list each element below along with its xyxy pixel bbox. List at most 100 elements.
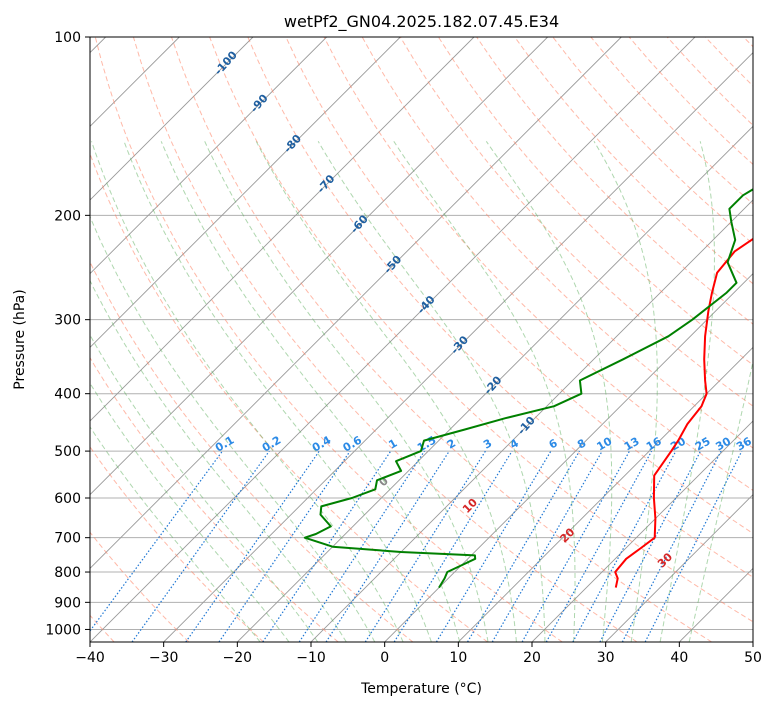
- y-tick-label: 800: [54, 565, 81, 581]
- moist-adiabat-line: [91, 141, 404, 642]
- isotherm-label: -50: [381, 253, 404, 277]
- chart-title: wetPf2_GN04.2025.182.07.45.E34: [284, 12, 559, 32]
- isotherm-line: [90, 37, 622, 569]
- dry-adiabat-line: [437, 37, 753, 366]
- mixing-ratio-label: 36: [734, 434, 754, 453]
- dry-adiabat-line: [94, 37, 563, 642]
- dry-adiabat-line: [90, 446, 264, 642]
- x-tick-label: −10: [296, 650, 326, 666]
- moist-adiabat-line: [393, 141, 576, 642]
- mixing-ratio-line: [131, 450, 270, 642]
- isotherm-label: -10: [515, 414, 538, 438]
- profile-lines: [303, 188, 753, 589]
- dry-adiabat-line: [666, 37, 753, 126]
- mixing-ratio-label: 6: [547, 436, 560, 451]
- x-tick-label: 50: [744, 650, 762, 666]
- isotherm-line: [384, 273, 753, 642]
- moist-adiabat-line: [688, 359, 753, 642]
- y-tick-label: 700: [54, 531, 81, 547]
- x-tick-label: −30: [149, 650, 179, 666]
- mixing-ratio-line: [572, 450, 677, 642]
- line-labels: 0.1 0.2 0.4 0.6 1 1.5 2 3 4 6 8 10 13 16 20 25 30 36-100-…: [212, 48, 775, 602]
- isotherm-line: [90, 37, 254, 201]
- y-tick-label: 500: [54, 444, 81, 460]
- background-lines: [90, 37, 753, 642]
- isotherm-line: [531, 420, 753, 642]
- isotherm-label: -70: [315, 172, 338, 196]
- isotherm-line: [163, 52, 753, 642]
- isotherm-line: [679, 567, 753, 642]
- dewpoint-profile-line: [303, 188, 753, 589]
- dry-adiabat-line: [90, 531, 190, 642]
- moist-adiabat-line: [593, 141, 658, 642]
- dry-adiabat-line: [285, 37, 753, 535]
- isotherm-label: -30: [448, 333, 471, 357]
- mixing-ratio-line: [545, 450, 653, 642]
- x-axis-label: Temperature (°C): [360, 681, 482, 697]
- x-tick-label: 30: [597, 650, 615, 666]
- isotherm-line: [752, 641, 753, 642]
- dry-adiabat-line: [90, 356, 339, 642]
- dry-adiabat-line: [323, 37, 753, 491]
- y-tick-label: 300: [54, 313, 81, 329]
- mixing-ratio-line: [298, 450, 425, 642]
- dry-adiabat-line: [590, 37, 753, 205]
- mixing-ratio-line: [393, 450, 513, 642]
- dry-adiabat-line: [247, 37, 753, 578]
- mixing-ratio-label: 4: [508, 436, 521, 451]
- x-tick-label: −20: [223, 650, 253, 666]
- temperature-profile-line: [614, 237, 753, 588]
- isotherm-label: -40: [415, 293, 438, 317]
- mixing-ratio-label: 2: [445, 437, 458, 452]
- isotherm-line: [90, 37, 327, 275]
- moist-adiabat-line: [90, 382, 290, 642]
- y-tick-label: 100: [54, 30, 81, 46]
- isotherm-line: [237, 125, 753, 642]
- moist-adiabat-line: [204, 141, 489, 642]
- isotherm-line: [90, 37, 696, 642]
- moist-adiabat-line: [90, 426, 261, 642]
- moist-adiabat-line: [317, 141, 546, 642]
- y-tick-label: 600: [54, 491, 81, 507]
- mixing-ratio-line: [325, 450, 450, 642]
- isotherm-line: [90, 37, 401, 348]
- y-tick-label: 1000: [45, 622, 81, 638]
- y-tick-label: 400: [54, 387, 81, 403]
- moist-adiabat-line: [90, 334, 319, 642]
- moist-adiabat-line: [160, 141, 461, 642]
- dry-adiabat-line: [171, 37, 712, 642]
- isotherm-label: -90: [248, 91, 271, 115]
- moist-adiabat-line: [255, 141, 517, 642]
- isotherm-line: [605, 494, 753, 642]
- dry-adiabat-line: [743, 37, 753, 48]
- mixing-ratio-line: [521, 450, 631, 642]
- mixing-ratio-line: [621, 450, 722, 642]
- dry-adiabat-line: [90, 152, 488, 642]
- x-tick-label: 40: [670, 650, 688, 666]
- y-tick-label: 200: [54, 208, 81, 224]
- x-tick-label: 20: [523, 650, 541, 666]
- axes: −40 −30 −20 −10 0 10 20 30 40 50 100 200 300 400 500 60…: [45, 30, 762, 666]
- moist-adiabat-line: [90, 215, 376, 642]
- dry-adiabat-line: [132, 37, 638, 642]
- x-tick-label: 10: [449, 650, 467, 666]
- dry-adiabat-line: [361, 37, 753, 449]
- y-axis-label: Pressure (hPa): [12, 289, 28, 389]
- x-tick-label: −40: [75, 650, 105, 666]
- mixing-ratio-line: [644, 450, 743, 642]
- dry-adiabat-line: [209, 37, 753, 623]
- dry-adiabat-label: 30: [655, 550, 675, 570]
- mixing-ratio-label: 1: [386, 437, 399, 452]
- mixing-ratio-line: [185, 450, 320, 642]
- moist-adiabat-line: [123, 141, 432, 642]
- dry-adiabat-label: 40: [768, 582, 775, 602]
- mixing-ratio-line: [218, 450, 351, 642]
- plot-frame: [89, 36, 754, 643]
- mixing-ratio-label: 3: [481, 437, 494, 452]
- mixing-ratio-line: [262, 450, 392, 642]
- dry-adiabat-line: [514, 37, 753, 285]
- moist-adiabat-line: [485, 141, 613, 642]
- mixing-ratio-line: [599, 450, 702, 642]
- mixing-ratio-line: [364, 450, 486, 642]
